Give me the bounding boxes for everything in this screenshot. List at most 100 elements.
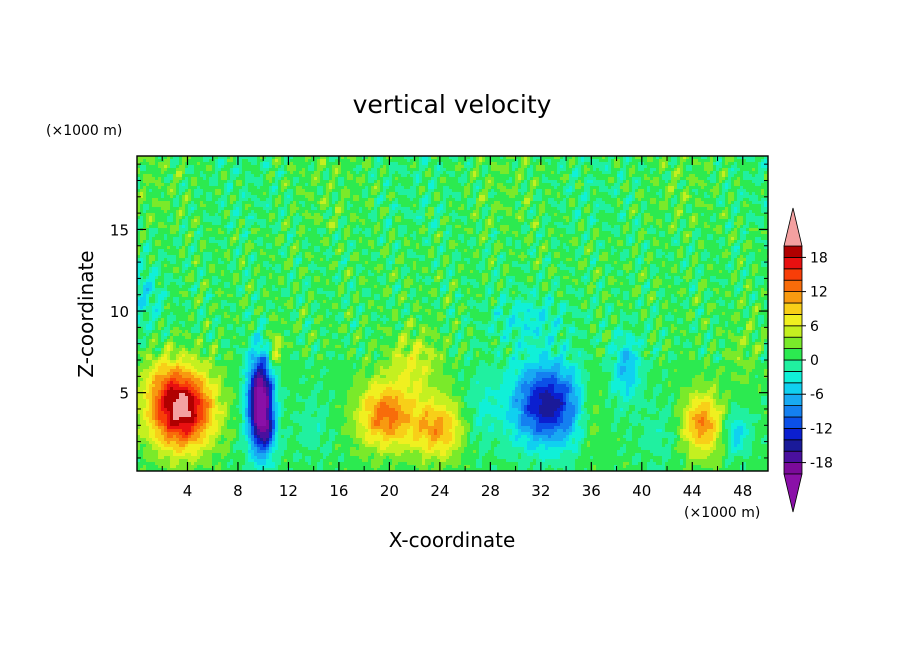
contour-cell [680, 159, 683, 162]
contour-cell [530, 198, 533, 201]
contour-cell [725, 156, 728, 159]
contour-cell [389, 174, 392, 177]
contour-cell [665, 222, 668, 225]
contour-cell [272, 210, 275, 213]
contour-cell [701, 219, 704, 222]
contour-cell [755, 207, 758, 210]
contour-cell [317, 210, 320, 213]
contour-cell [158, 168, 161, 171]
contour-cell [626, 168, 629, 171]
contour-cell [443, 168, 446, 171]
contour-cell [344, 219, 347, 222]
contour-cell [248, 183, 251, 186]
contour-cell [389, 201, 392, 204]
contour-cell [239, 183, 242, 186]
contour-cell [434, 210, 437, 213]
contour-cell [638, 174, 641, 177]
contour-cell [281, 204, 284, 207]
contour-cell [674, 165, 677, 168]
contour-cell [206, 210, 209, 213]
contour-cell [164, 156, 167, 159]
contour-cell [188, 162, 191, 165]
contour-cell [548, 198, 551, 201]
contour-cell [341, 192, 344, 195]
contour-cell [593, 189, 596, 192]
contour-cell [206, 183, 209, 186]
contour-cell [581, 162, 584, 165]
contour-cell [266, 219, 269, 222]
contour-cell [242, 168, 245, 171]
contour-cell [710, 162, 713, 165]
contour-cell [374, 213, 377, 216]
contour-cell [368, 177, 371, 180]
contour-cell [692, 159, 695, 162]
contour-cell [290, 219, 293, 222]
contour-cell [452, 183, 455, 186]
contour-cell [398, 162, 401, 165]
contour-cell [722, 213, 725, 216]
contour-cell [518, 210, 521, 213]
contour-cell [533, 171, 536, 174]
contour-cell [635, 207, 638, 210]
contour-cell [236, 201, 239, 204]
contour-cell [470, 210, 473, 213]
contour-cell [245, 171, 248, 174]
contour-cell [605, 168, 608, 171]
contour-cell [209, 189, 212, 192]
contour-cell [539, 183, 542, 186]
contour-cell [377, 174, 380, 177]
contour-cell [353, 216, 356, 219]
contour-cell [695, 180, 698, 183]
contour-cell [446, 156, 449, 159]
contour-cell [236, 174, 239, 177]
contour-cell [359, 204, 362, 207]
contour-cell [251, 198, 254, 201]
contour-cell [686, 162, 689, 165]
contour-cell [311, 162, 314, 165]
contour-cell [626, 171, 629, 174]
contour-cell [284, 159, 287, 162]
contour-cell [407, 201, 410, 204]
contour-cell [191, 168, 194, 171]
contour-cell [497, 174, 500, 177]
contour-cell [227, 180, 230, 183]
contour-cell [719, 210, 722, 213]
contour-cell [182, 222, 185, 225]
contour-cell [740, 174, 743, 177]
contour-cell [629, 162, 632, 165]
contour-cell [713, 180, 716, 183]
contour-cell [323, 180, 326, 183]
contour-cell [374, 159, 377, 162]
contour-cell [554, 171, 557, 174]
contour-cell [734, 174, 737, 177]
contour-cell [224, 168, 227, 171]
contour-cell [659, 222, 662, 225]
contour-cell [512, 198, 515, 201]
contour-cell [371, 195, 374, 198]
contour-cell [299, 222, 302, 225]
contour-cell [488, 207, 491, 210]
contour-cell [761, 201, 764, 204]
contour-cell [518, 198, 521, 201]
contour-cell [485, 180, 488, 183]
contour-cell [494, 201, 497, 204]
contour-cell [737, 186, 740, 189]
contour-cell [656, 162, 659, 165]
contour-cell [401, 201, 404, 204]
contour-cell [362, 222, 365, 225]
contour-cell [497, 225, 500, 228]
contour-cell [512, 162, 515, 165]
contour-cell [416, 201, 419, 204]
contour-cell [341, 201, 344, 204]
contour-cell [647, 198, 650, 201]
contour-cell [701, 159, 704, 162]
contour-cell [680, 201, 683, 204]
contour-cell [401, 174, 404, 177]
contour-cell [668, 219, 671, 222]
contour-cell [605, 213, 608, 216]
contour-cell [398, 225, 401, 228]
contour-cell [410, 201, 413, 204]
contour-cell [626, 156, 629, 159]
contour-cell [548, 159, 551, 162]
contour-cell [164, 177, 167, 180]
